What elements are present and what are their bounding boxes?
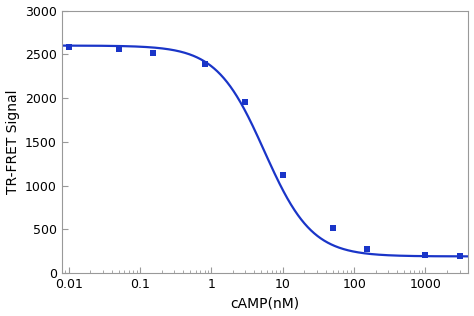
X-axis label: cAMP(nM): cAMP(nM) xyxy=(230,296,300,310)
Y-axis label: TR-FRET Signal: TR-FRET Signal xyxy=(6,89,19,194)
